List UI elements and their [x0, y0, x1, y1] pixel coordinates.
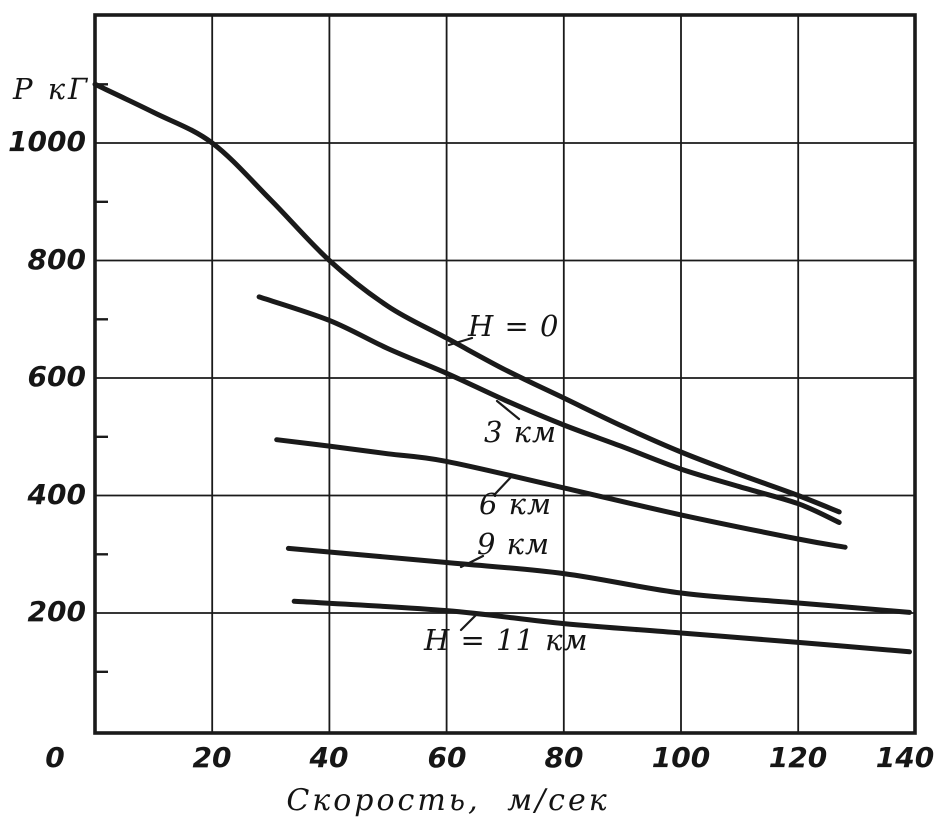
x-tick-label-140: 140 [875, 741, 935, 774]
curve-1 [256, 294, 842, 525]
y-tick-label-600: 600 [27, 360, 86, 393]
y-tick-label-800: 800 [27, 243, 86, 276]
y-axis-minor-ticks [95, 83, 108, 673]
curve-0 [92, 81, 842, 515]
x-tick-label-80: 80 [544, 741, 584, 774]
curve-3 [285, 545, 912, 615]
curve-label-h-11-km: H = 11 км [424, 623, 589, 657]
curve-label-h-0: H = 0 [468, 309, 560, 343]
x-tick-label-20: 20 [192, 741, 232, 774]
curve-4 [291, 598, 912, 655]
origin-tick-label-0: 0 [45, 741, 65, 774]
curve-label-9-km: 9 км [477, 527, 551, 561]
curve-label-3-km: 3 км [484, 415, 558, 449]
x-tick-label-120: 120 [768, 741, 828, 774]
curve-label-6-km: 6 км [479, 487, 553, 521]
curve-2 [274, 437, 848, 550]
y-axis-title: Р кГ [13, 72, 91, 106]
y-tick-label-400: 400 [27, 478, 86, 511]
x-tick-label-40: 40 [309, 741, 349, 774]
y-tick-label-1000: 1000 [8, 125, 86, 158]
x-axis-title: Скорость, м/сек [286, 783, 610, 818]
plot-frame [93, 13, 917, 735]
x-tick-label-100: 100 [651, 741, 711, 774]
x-tick-label-60: 60 [427, 741, 467, 774]
label-leader-lines [447, 336, 521, 632]
y-tick-label-200: 200 [27, 595, 86, 628]
